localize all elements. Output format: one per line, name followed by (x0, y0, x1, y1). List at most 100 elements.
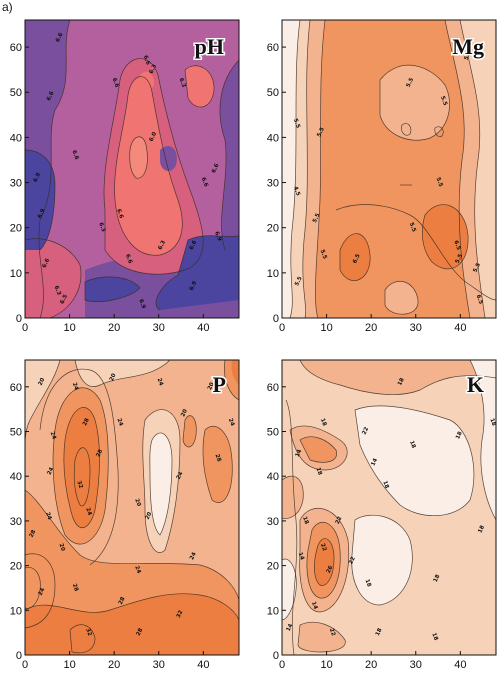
p-contour-label: 20 (133, 498, 141, 507)
p-contour-label: 20 (38, 377, 47, 387)
k-ytick-label: 20 (267, 561, 279, 573)
ph-xtick-label: 0 (22, 322, 28, 334)
p-contour-label: 28 (96, 449, 105, 459)
mg-contour-labels: 5.5 5.5 5.5 5.5 5.5 4.5 5.5 5.5 6.5 5.5 5.5 6.5 5.5 5… (292, 50, 484, 305)
p-ytick-label: 50 (10, 427, 22, 439)
k-contour-label: 14 (370, 457, 379, 467)
mg-contour-label: 5.5 (434, 177, 443, 188)
p-contour-label: 24 (176, 471, 185, 481)
k-contour-labels: 18 18 22 18 18 18 14 18 14 18 18 18 22 22 26 14 22 18 18 14… (286, 377, 496, 642)
ph-contour-label: 6.6 (111, 77, 120, 88)
ph-xtick-label: 20 (108, 322, 120, 334)
mg-contour-label: 6.5 (475, 294, 484, 305)
ph-contour-labels: 6.66.66.36.36.66.66.06.66.9 6.66.66.36.9 6… (33, 32, 223, 310)
figure-label: a) (2, 0, 13, 14)
p-contour-label: 32 (176, 609, 185, 619)
ph-contour-lines (25, 20, 239, 318)
ph-contour-label: 6.6 (42, 258, 52, 270)
mg-xtick-label: 0 (279, 322, 285, 334)
mg-contour-label: 5.5 (408, 222, 417, 233)
p-contour-fill: 20 24 20 24 20 24 28 24 20 24 28 32 24 20 24 28 20 24 28 24… (25, 360, 239, 655)
p-contour-label: 28 (136, 627, 145, 637)
ph-ytick-label: 10 (10, 268, 22, 280)
k-contour-label: 26 (326, 565, 335, 575)
ph-ytick-label: 0 (16, 313, 22, 325)
mg-contour-label: 5.5 (464, 50, 474, 62)
mg-contour-fill: 5.5 5.5 5.5 5.5 5.5 4.5 5.5 5.5 6.5 5.5 5.5 6.5 5.5 5… (282, 20, 496, 318)
ph-contour-label: 6.9 (37, 208, 47, 220)
mg-contour-label: 5.5 (455, 253, 465, 265)
k-xtick-label: 20 (365, 659, 377, 671)
ph-ytick-label: 40 (10, 132, 22, 144)
k-contour-label: 14 (295, 449, 304, 459)
p-contour-label: 28 (118, 596, 127, 606)
p-contour-label: 24 (156, 377, 164, 386)
k-contour-label: 18 (477, 525, 486, 535)
p-xtick-label: 40 (197, 659, 209, 671)
p-contour-label: 20 (207, 382, 216, 392)
p-contour-label: 20 (145, 511, 154, 521)
p-contour-label: 24 (133, 565, 141, 574)
k-contour-label: 18 (381, 480, 389, 489)
k-plot-frame (281, 359, 497, 656)
ph-ytick-label: 60 (10, 42, 22, 54)
k-ytick-label: 50 (267, 427, 279, 439)
ph-ytick-label: 50 (10, 87, 22, 99)
mg-ytick-label: 40 (267, 132, 279, 144)
k-ytick-label: 30 (267, 516, 279, 528)
ph-ytick-label: 30 (10, 178, 22, 190)
mg-contour-label: 5.5 (406, 77, 416, 89)
k-contour-label: 18 (488, 418, 496, 427)
mg-xtick-label: 10 (320, 322, 332, 334)
k-contour-label: 18 (319, 418, 327, 427)
p-ytick-label: 40 (10, 471, 22, 483)
ph-ytick-label: 20 (10, 223, 22, 235)
k-contour-label: 14 (286, 623, 295, 633)
p-plot-frame (24, 359, 240, 656)
k-contour-label: 22 (348, 556, 357, 566)
k-xtick-label: 10 (320, 659, 332, 671)
k-panel-title: K (467, 372, 484, 397)
mg-contour-label: 4.5 (292, 186, 301, 197)
k-xtick-label: 40 (454, 659, 466, 671)
mg-contour-label: 5.5 (319, 249, 328, 260)
p-contour-lines (25, 360, 239, 654)
mg-panel-title: Mg (452, 34, 484, 59)
k-ytick-label: 10 (267, 605, 279, 617)
ph-contour-label: 6.6 (200, 177, 209, 188)
k-xtick-label: 30 (410, 659, 422, 671)
p-contour-label: 28 (214, 453, 222, 462)
mg-ytick-label: 10 (267, 268, 279, 280)
p-xtick-label: 30 (153, 659, 165, 671)
k-contour-label: 18 (430, 632, 438, 641)
ph-contour-label: 6.9 (189, 280, 199, 292)
p-contour-label: 28 (82, 417, 91, 427)
k-contour-label: 14 (297, 552, 305, 561)
p-contour-label: 24 (189, 551, 198, 561)
k-contour-label: 18 (397, 377, 406, 387)
mg-contour-lines (289, 20, 496, 318)
ph-contour-label: 6.5 (59, 294, 69, 306)
mg-contour-label: 5.5 (472, 262, 482, 274)
ph-contour-label: 6.6 (46, 90, 56, 102)
p-ytick-label: 0 (16, 650, 22, 662)
ph-contour-label: 6.6 (124, 253, 133, 264)
ph-contour-label: 6.3 (177, 77, 186, 88)
mg-ytick-label: 60 (267, 42, 279, 54)
k-contour-fill: 18 18 22 18 18 18 14 18 14 18 18 18 22 22 26 14 22 18 18 14… (282, 360, 496, 655)
p-contour-label: 28 (71, 583, 79, 592)
p-contour-label: 20 (109, 373, 118, 383)
k-xtick-label: 0 (279, 659, 285, 671)
ph-xtick-label: 40 (197, 322, 209, 334)
ph-plot-frame (24, 19, 240, 319)
ph-contour-label: 6.6 (115, 208, 124, 219)
p-contour-labels: 20 24 20 24 20 24 28 24 20 24 28 32 24 20 24 28 20 24 28 24… (29, 373, 236, 638)
p-contour-label: 32 (75, 480, 83, 489)
k-contour-label: 18 (455, 431, 464, 441)
p-contour-label: 24 (227, 418, 235, 427)
ph-contour-label: 6.6 (55, 32, 65, 44)
mg-xtick-label: 40 (454, 322, 466, 334)
p-ytick-label: 60 (10, 382, 22, 394)
mg-plot-frame (281, 19, 497, 319)
